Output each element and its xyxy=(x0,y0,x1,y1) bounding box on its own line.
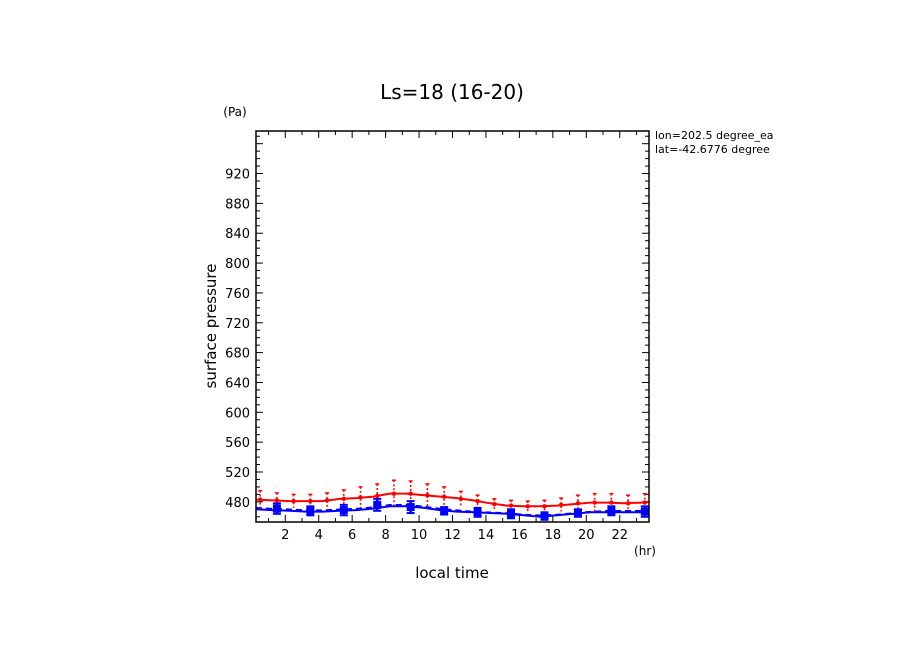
red-point xyxy=(625,501,631,506)
chart-title: Ls=18 (16-20) xyxy=(380,80,524,104)
blue-point xyxy=(607,506,616,515)
red-point xyxy=(308,498,313,504)
x-tick-label: 14 xyxy=(478,528,495,543)
plot-frame xyxy=(255,130,650,523)
red-point xyxy=(257,497,263,502)
red-point xyxy=(274,498,280,503)
y-unit-label: (Pa) xyxy=(223,105,246,119)
red-point xyxy=(508,503,514,508)
y-tick-label: 480 xyxy=(225,496,250,511)
red-point xyxy=(291,498,296,504)
y-tick-label: 600 xyxy=(225,406,250,421)
blue-point xyxy=(507,509,516,518)
blue-point xyxy=(339,506,348,515)
x-tick-label: 2 xyxy=(281,528,289,543)
red-point xyxy=(592,500,597,505)
annotation-lon: lon=202.5 degree_ea xyxy=(655,129,774,142)
red-point xyxy=(324,498,330,503)
x-axis-label: local time xyxy=(415,564,489,582)
red-point xyxy=(642,500,648,505)
red-point xyxy=(525,504,530,509)
red-point xyxy=(609,500,614,505)
red-point xyxy=(358,495,363,500)
blue-point xyxy=(272,504,281,513)
series-layer xyxy=(255,492,650,518)
x-tick-label: 10 xyxy=(411,528,428,543)
x-tick-label: 18 xyxy=(545,528,562,543)
y-tick-label: 840 xyxy=(225,227,250,242)
y-tick-label: 560 xyxy=(225,436,250,451)
x-tick-label: 12 xyxy=(444,528,461,543)
red-point xyxy=(425,492,430,498)
y-tick-label: 880 xyxy=(225,197,250,212)
y-tick-label: 920 xyxy=(225,168,250,183)
axis-ticks: 2 4 6 8 10 12 14 16 18 20 22 480 520 560 600 640 680 720 7… xyxy=(225,131,649,543)
x-tick-label: 22 xyxy=(611,528,628,543)
red-point xyxy=(492,501,497,507)
blue-point xyxy=(573,509,582,518)
blue-point xyxy=(306,506,315,515)
blue-point xyxy=(440,506,449,515)
blue-point xyxy=(373,500,382,509)
red-point xyxy=(391,491,397,496)
y-tick-label: 640 xyxy=(225,376,250,391)
red-point xyxy=(559,502,564,508)
series-line-3 xyxy=(255,504,649,517)
red-point xyxy=(441,494,447,499)
red-point xyxy=(458,496,464,502)
error-bar-layer xyxy=(257,479,649,521)
y-tick-label: 520 xyxy=(225,466,250,481)
blue-point xyxy=(473,508,482,517)
x-tick-label: 6 xyxy=(348,528,356,543)
y-axis-label: surface pressure xyxy=(202,264,220,389)
red-point xyxy=(408,491,413,496)
y-tick-label: 800 xyxy=(225,257,250,272)
x-tick-label: 8 xyxy=(381,528,389,543)
red-point xyxy=(341,496,346,502)
red-point xyxy=(375,493,380,499)
series-line-1 xyxy=(255,492,650,508)
y-tick-label: 680 xyxy=(225,347,250,362)
y-tick-label: 760 xyxy=(225,287,250,302)
x-tick-label: 20 xyxy=(578,528,595,543)
blue-point xyxy=(540,512,549,521)
annotation-lat: lat=-42.6776 degree xyxy=(655,143,770,156)
red-point xyxy=(542,504,547,509)
blue-point xyxy=(406,503,415,512)
x-unit-label: (hr) xyxy=(634,544,656,558)
x-tick-label: 16 xyxy=(511,528,528,543)
red-point xyxy=(575,501,581,506)
red-point xyxy=(475,498,480,504)
y-tick-label: 720 xyxy=(225,317,250,332)
blue-point xyxy=(640,507,649,516)
x-tick-label: 4 xyxy=(315,528,323,543)
